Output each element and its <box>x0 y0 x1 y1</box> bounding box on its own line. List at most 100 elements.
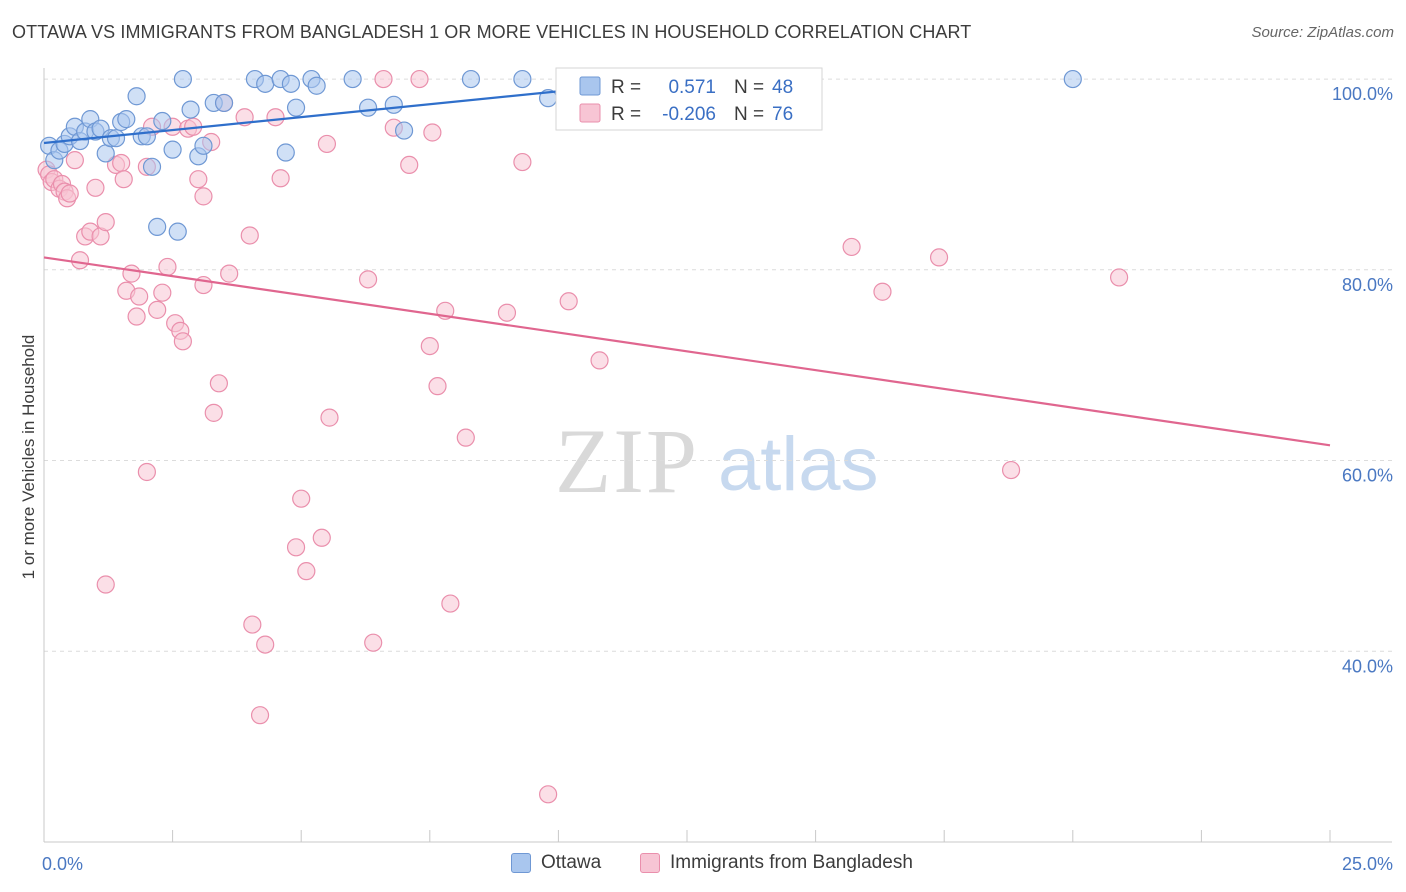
ottawa-point <box>173 69 192 89</box>
ottawa-point <box>394 121 414 140</box>
bottom-legend-bangladesh: Immigrants from Bangladesh <box>640 852 913 874</box>
ottawa-point <box>194 136 213 155</box>
ottawa-point <box>96 144 115 163</box>
bangladesh-point <box>243 615 262 634</box>
y-tick-label: 80.0% <box>1342 275 1393 295</box>
bangladesh-point <box>456 428 475 447</box>
grid-lines <box>44 78 1392 652</box>
ottawa-point <box>343 69 362 89</box>
bangladesh-point <box>400 155 419 175</box>
bottom-legend-ottawa: Ottawa <box>511 852 601 874</box>
ottawa-point <box>286 98 306 117</box>
ottawa-point <box>307 76 326 95</box>
bangladesh-point <box>153 283 172 302</box>
bangladesh-point <box>428 377 447 396</box>
bangladesh-point <box>423 123 442 142</box>
bangladesh-point <box>1109 268 1129 287</box>
watermark: ZIP atlas <box>555 410 879 512</box>
ottawa-point <box>153 111 172 131</box>
ottawa-point <box>384 95 403 114</box>
bangladesh-point <box>441 594 460 613</box>
bangladesh-trend-line <box>43 256 1331 447</box>
y-tick-label: 60.0% <box>1342 466 1393 486</box>
x-tick-label: 25.0% <box>1342 854 1393 874</box>
bangladesh-point <box>240 226 259 245</box>
bangladesh-point <box>130 287 149 306</box>
ottawa-point <box>256 74 275 93</box>
bangladesh-point <box>204 403 223 422</box>
bangladesh-point <box>96 575 115 594</box>
legend-bangladesh-r-label: R = <box>611 104 641 125</box>
ottawa-point <box>163 140 182 159</box>
bangladesh-point <box>86 178 105 197</box>
bottom-legend-bangladesh-swatch <box>640 853 660 873</box>
bottom-legend-ottawa-label: Ottawa <box>541 852 602 873</box>
bangladesh-point <box>497 303 517 322</box>
ottawa-point <box>1063 69 1082 89</box>
top-legend: R = 0.571 N = 48 R = -0.206 N = 76 <box>555 67 823 131</box>
ottawa-point <box>117 110 136 129</box>
bangladesh-point <box>148 300 167 319</box>
bangladesh-point <box>256 635 275 654</box>
bangladesh-point <box>929 248 949 267</box>
legend-bangladesh-r-value: -0.206 <box>662 104 716 125</box>
watermark-atlas: atlas <box>718 422 879 507</box>
legend-bangladesh-swatch <box>579 103 601 123</box>
y-tick-label: 100.0% <box>1332 84 1393 104</box>
ottawa-point <box>168 222 187 241</box>
bangladesh-point <box>410 69 429 89</box>
bangladesh-point <box>158 257 177 277</box>
bangladesh-point <box>96 213 115 232</box>
ottawa-point <box>137 127 156 146</box>
bottom-legend-ottawa-swatch <box>511 853 531 873</box>
bangladesh-point <box>266 108 285 127</box>
legend-bangladesh-n-label: N = <box>734 104 764 125</box>
legend-ottawa-n-value: 48 <box>772 77 793 98</box>
chart-title: OTTAWA VS IMMIGRANTS FROM BANGLADESH 1 O… <box>12 22 972 42</box>
watermark-zip: ZIP <box>555 410 699 512</box>
legend-bangladesh-n-value: 76 <box>772 104 793 125</box>
bangladesh-point <box>173 332 192 351</box>
legend-ottawa-swatch <box>579 76 601 96</box>
legend-ottawa-n-label: N = <box>734 77 764 98</box>
bangladesh-points <box>37 69 1129 804</box>
source-credit: Source: ZipAtlas.com <box>1251 24 1394 41</box>
bangladesh-point <box>513 152 532 172</box>
axes <box>43 68 1392 843</box>
bangladesh-point <box>590 351 609 370</box>
bangladesh-point <box>60 184 79 203</box>
bangladesh-point <box>1001 460 1021 480</box>
y-tick-label: 40.0% <box>1342 656 1393 676</box>
bangladesh-point <box>220 264 239 283</box>
bangladesh-point <box>317 134 337 154</box>
bottom-legend: Ottawa Immigrants from Bangladesh <box>0 852 1406 878</box>
bangladesh-point <box>842 237 861 257</box>
bangladesh-point <box>297 562 316 581</box>
x-tick-label: 0.0% <box>42 854 83 874</box>
bangladesh-point <box>65 151 84 170</box>
legend-ottawa-r-label: R = <box>611 77 641 98</box>
bangladesh-point <box>250 706 270 725</box>
bangladesh-point <box>122 264 141 283</box>
tick-labels: 40.0% 60.0% 80.0% 100.0% 0.0% 25.0% <box>42 84 1393 874</box>
ottawa-point <box>106 129 126 148</box>
bangladesh-point <box>559 292 578 311</box>
bangladesh-point <box>358 270 378 289</box>
ottawa-point <box>358 98 378 117</box>
ottawa-point <box>513 69 532 89</box>
bangladesh-point <box>114 170 133 189</box>
ottawa-point <box>276 143 295 162</box>
bangladesh-point <box>539 785 558 804</box>
ottawa-point <box>281 74 301 93</box>
trend-lines <box>43 79 1331 447</box>
bangladesh-point <box>312 528 331 547</box>
bangladesh-point <box>292 489 311 508</box>
bangladesh-point <box>194 187 213 206</box>
bangladesh-point <box>320 408 339 427</box>
bangladesh-point <box>420 336 439 356</box>
bangladesh-point <box>364 633 383 652</box>
bangladesh-point <box>189 170 208 189</box>
y-axis-label: 1 or more Vehicles in Household <box>19 335 38 580</box>
legend-ottawa-r-value: 0.571 <box>668 77 716 98</box>
